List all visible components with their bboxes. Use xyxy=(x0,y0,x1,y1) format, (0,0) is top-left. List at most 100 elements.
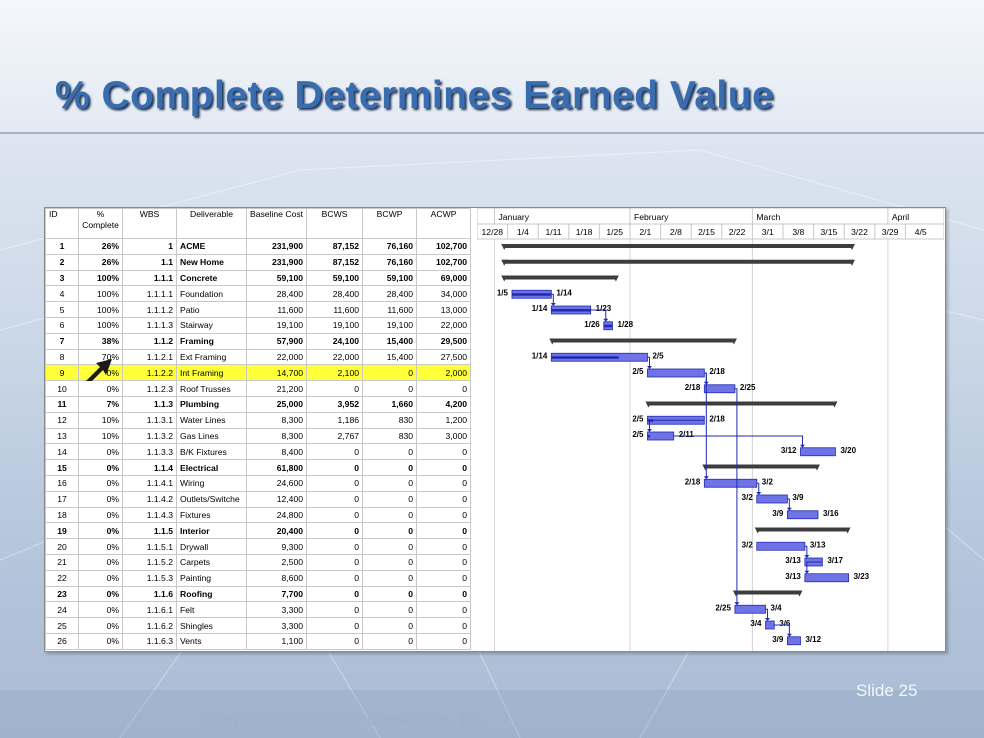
month-label: January xyxy=(498,212,529,222)
col-header-bcws[interactable]: BCWS xyxy=(306,208,364,239)
cell-id: 26 xyxy=(45,632,79,650)
cell-acwp: 0 xyxy=(416,553,472,571)
summary-bar xyxy=(551,338,735,343)
table-row[interactable]: 17 0% 1.1.4.2 Outlets/Switche 12,400 0 0 0 xyxy=(45,490,472,508)
slide-number: Slide 25 xyxy=(856,681,918,700)
cell-pct-complete: 100% xyxy=(78,269,123,287)
cell-acwp: 13,000 xyxy=(416,301,472,318)
col-header-baseline-cost[interactable]: Baseline Cost xyxy=(245,208,308,239)
cell-bcws: 0 xyxy=(306,506,364,524)
cell-deliverable: Wiring xyxy=(176,474,247,492)
cell-bcwp: 76,160 xyxy=(362,238,418,255)
table-row[interactable]: 25 0% 1.1.6.2 Shingles 3,300 0 0 0 xyxy=(45,617,472,634)
cell-baseline-cost: 2,500 xyxy=(245,553,308,571)
cell-pct-complete: 0% xyxy=(78,474,123,492)
table-row[interactable]: 5 100% 1.1.1.2 Patio 11,600 11,600 11,600 13,00… xyxy=(45,301,472,318)
task-progress xyxy=(647,435,651,438)
cell-baseline-cost: 231,900 xyxy=(245,238,308,255)
cell-pct-complete: 0% xyxy=(78,490,123,508)
cell-wbs: 1.1.2 xyxy=(122,332,177,350)
title-band xyxy=(0,0,984,134)
cell-bcwp: 0 xyxy=(362,490,418,508)
col-header-acwp[interactable]: ACWP xyxy=(416,208,472,239)
table-row[interactable]: 21 0% 1.1.5.2 Carpets 2,500 0 0 0 xyxy=(45,553,472,571)
dependency-arrowhead xyxy=(804,570,810,574)
cell-pct-complete: 7% xyxy=(78,395,123,413)
cell-bcws: 1,186 xyxy=(306,411,364,429)
table-row[interactable]: 3 100% 1.1.1 Concrete 59,100 59,100 59,100 69,0… xyxy=(45,269,472,287)
cell-acwp: 0 xyxy=(416,459,472,476)
table-row[interactable]: 24 0% 1.1.6.1 Felt 3,300 0 0 0 xyxy=(45,601,472,619)
cell-id: 20 xyxy=(45,538,79,555)
cell-baseline-cost: 20,400 xyxy=(245,522,308,540)
table-row[interactable]: 14 0% 1.1.3.3 B/K Fixtures 8,400 0 0 0 xyxy=(45,443,472,461)
table-row[interactable]: 16 0% 1.1.4.1 Wiring 24,600 0 0 0 xyxy=(45,474,472,492)
date-label: 3/13 xyxy=(785,556,801,565)
cell-bcws: 0 xyxy=(306,490,364,508)
cell-bcwp: 15,400 xyxy=(362,332,418,350)
table-row[interactable]: 26 0% 1.1.6.3 Vents 1,100 0 0 0 xyxy=(45,632,472,650)
cell-bcws: 0 xyxy=(306,459,364,476)
cell-id: 11 xyxy=(45,395,79,413)
cell-id: 5 xyxy=(45,301,79,318)
cell-wbs: 1.1.1.1 xyxy=(122,285,177,303)
cell-deliverable: Plumbing xyxy=(176,395,247,413)
cell-acwp: 34,000 xyxy=(416,285,472,303)
cell-id: 21 xyxy=(45,553,79,571)
cell-acwp: 0 xyxy=(416,380,472,397)
date-label: 1/14 xyxy=(556,288,572,297)
week-label: 2/15 xyxy=(698,227,715,237)
dependency-arrowhead xyxy=(550,303,556,306)
col-header-deliverable[interactable]: Deliverable xyxy=(176,208,247,239)
col-header-bcwp[interactable]: BCWP xyxy=(362,208,418,239)
cell-bcws: 0 xyxy=(306,522,364,540)
cell-baseline-cost: 3,300 xyxy=(245,601,308,619)
week-label: 3/1 xyxy=(762,227,774,237)
table-row[interactable]: 12 10% 1.1.3.1 Water Lines 8,300 1,186 830 1,20… xyxy=(45,411,472,429)
col-header-pct-complete[interactable]: % Complete xyxy=(78,208,123,239)
table-row[interactable]: 4 100% 1.1.1.1 Foundation 28,400 28,400 28,400… xyxy=(45,285,472,303)
cell-bcwp: 59,100 xyxy=(362,269,418,287)
table-row[interactable]: 20 0% 1.1.5.1 Drywall 9,300 0 0 0 xyxy=(45,538,472,555)
cell-baseline-cost: 231,900 xyxy=(245,253,308,271)
cell-id: 19 xyxy=(45,522,79,540)
cell-acwp: 1,200 xyxy=(416,411,472,429)
summary-start-marker xyxy=(501,244,508,250)
table-row[interactable]: 13 10% 1.1.3.2 Gas Lines 8,300 2,767 830 3,000 xyxy=(45,427,472,445)
table-row[interactable]: 6 100% 1.1.1.3 Stairway 19,100 19,100 19,100 22… xyxy=(45,316,472,334)
table-row[interactable]: 7 38% 1.1.2 Framing 57,900 24,100 15,400 29,500 xyxy=(45,332,472,350)
table-row[interactable]: 1 26% 1 ACME 231,900 87,152 76,160 102,700 xyxy=(45,238,472,255)
date-label: 2/5 xyxy=(652,351,664,360)
cell-baseline-cost: 9,300 xyxy=(245,538,308,555)
table-row[interactable]: 22 0% 1.1.5.3 Painting 8,600 0 0 0 xyxy=(45,569,472,587)
col-header-id[interactable]: ID xyxy=(45,208,79,239)
cell-bcwp: 0 xyxy=(362,538,418,555)
table-row[interactable]: 15 0% 1.1.4 Electrical 61,800 0 0 0 xyxy=(45,459,472,476)
cell-bcws: 87,152 xyxy=(306,238,364,255)
table-row[interactable]: 10 0% 1.1.2.3 Roof Trusses 21,200 0 0 0 xyxy=(45,380,472,397)
cell-baseline-cost: 24,600 xyxy=(245,474,308,492)
cell-id: 22 xyxy=(45,569,79,587)
date-label: 1/14 xyxy=(532,304,548,313)
cell-pct-complete: 0% xyxy=(78,601,123,619)
task-bar xyxy=(756,494,788,504)
task-progress xyxy=(511,293,552,296)
cell-baseline-cost: 22,000 xyxy=(245,348,308,366)
table-row[interactable]: 23 0% 1.1.6 Roofing 7,700 0 0 0 xyxy=(45,585,472,603)
cell-wbs: 1.1.3.2 xyxy=(122,427,177,445)
table-row[interactable]: 18 0% 1.1.4.3 Fixtures 24,800 0 0 0 xyxy=(45,506,472,524)
table-row[interactable]: 11 7% 1.1.3 Plumbing 25,000 3,952 1,660 4,200 xyxy=(45,395,472,413)
cell-pct-complete: 26% xyxy=(78,253,123,271)
cell-wbs: 1.1.5.2 xyxy=(122,553,177,571)
table-row[interactable]: 19 0% 1.1.5 Interior 20,400 0 0 0 xyxy=(45,522,472,540)
date-label: 2/5 xyxy=(632,367,644,376)
cell-bcwp: 0 xyxy=(362,459,418,476)
table-row[interactable]: 8 70% 1.1.2.1 Ext Framing 22,000 22,000 15,400… xyxy=(45,348,472,366)
cell-baseline-cost: 8,400 xyxy=(245,443,308,461)
table-row[interactable]: 2 26% 1.1 New Home 231,900 87,152 76,160 102,70… xyxy=(45,253,472,271)
cell-wbs: 1.1 xyxy=(122,253,177,271)
dependency-link xyxy=(648,419,705,430)
cell-acwp: 0 xyxy=(416,632,472,650)
col-header-wbs[interactable]: WBS xyxy=(122,208,177,239)
cell-id: 15 xyxy=(45,459,79,476)
